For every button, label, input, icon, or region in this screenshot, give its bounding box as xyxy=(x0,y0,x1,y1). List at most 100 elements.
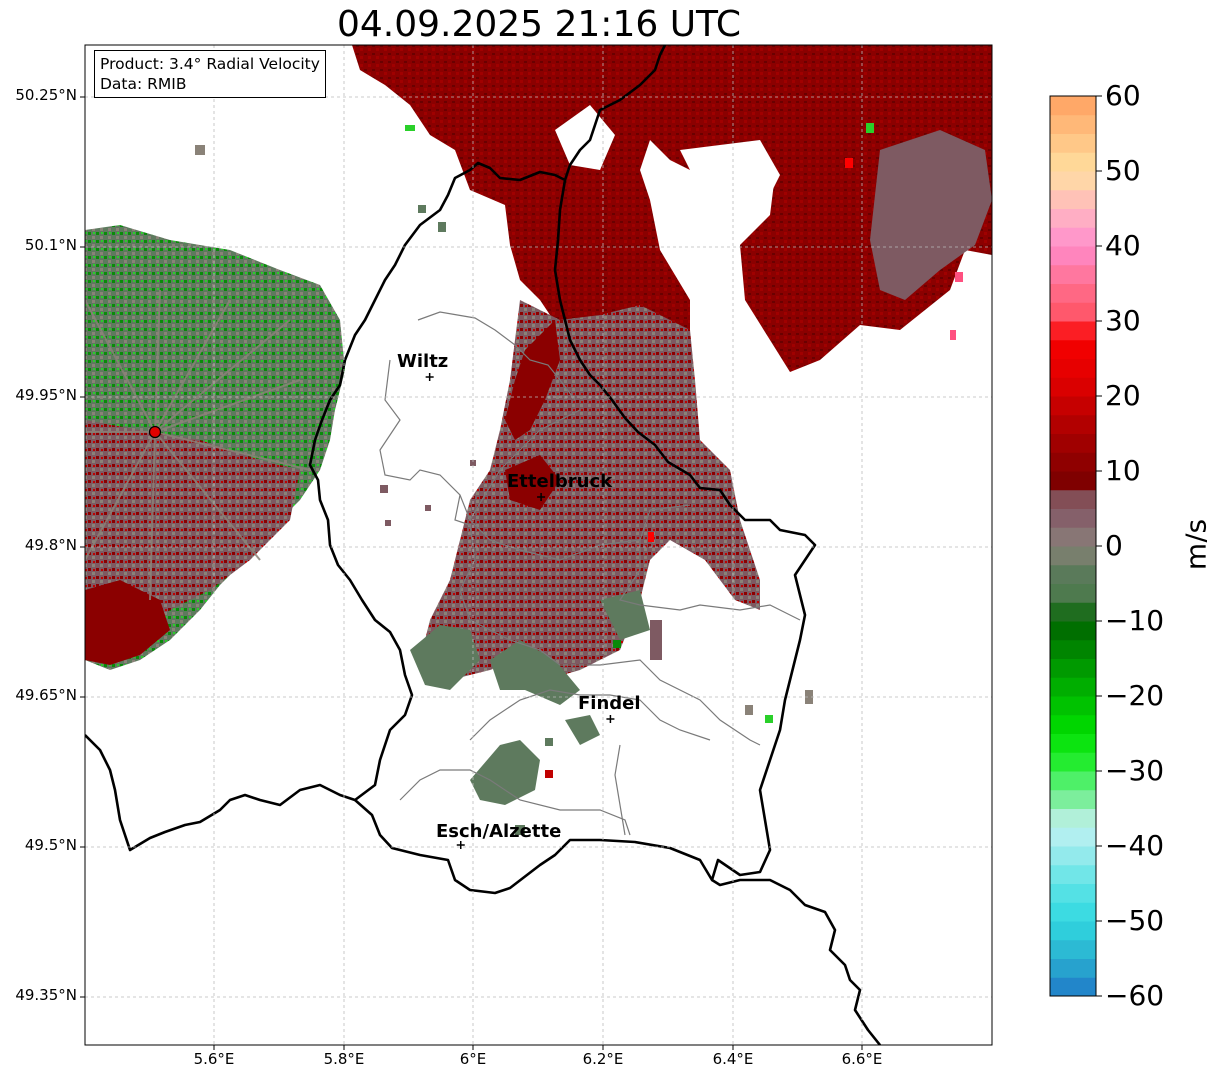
lat-tick-label: 49.35°N xyxy=(15,986,77,1004)
gridlines xyxy=(85,45,992,1045)
colorbar-segment xyxy=(1050,302,1096,322)
colorbar-tick-label: 20 xyxy=(1105,379,1141,412)
lat-tick-label: 49.5°N xyxy=(24,836,77,854)
city-label-wiltz: Wiltz xyxy=(397,351,449,372)
colorbar-segment xyxy=(1050,414,1096,434)
map-title: 04.09.2025 21:16 UTC xyxy=(336,4,742,45)
echo-northeast-weak xyxy=(870,130,992,300)
colorbar-segment xyxy=(1050,471,1096,491)
national-borders xyxy=(85,45,882,1045)
colorbar-tick-label: 30 xyxy=(1105,304,1141,337)
product-info-box: Product: 3.4° Radial Velocity Data: RMIB xyxy=(94,50,326,98)
echo-south-inbound xyxy=(410,625,480,690)
colorbar-segment xyxy=(1050,958,1096,978)
lat-tick-label: 49.8°N xyxy=(24,536,77,554)
plot-frame xyxy=(84,44,993,1046)
colorbar-tick-label: −30 xyxy=(1105,754,1165,787)
city-marker xyxy=(425,373,434,381)
city-marker xyxy=(606,715,615,723)
colorbar-segment xyxy=(1050,752,1096,772)
colorbar-ticks xyxy=(1096,95,1102,997)
colorbar-segment xyxy=(1050,189,1096,209)
colorbar-segment xyxy=(1050,827,1096,847)
colorbar-segment xyxy=(1050,621,1096,641)
city-label-ettelbruck: Ettelbruck xyxy=(507,471,613,492)
lat-tick-label: 49.95°N xyxy=(15,386,77,404)
colorbar-segment xyxy=(1050,321,1096,341)
colorbar-segment xyxy=(1050,508,1096,528)
colorbar-segment xyxy=(1050,714,1096,734)
colorbar-segment xyxy=(1050,583,1096,603)
lon-tick-label: 6.2°E xyxy=(582,1050,624,1068)
colorbar-segment xyxy=(1050,133,1096,153)
colorbar-tick-label: −20 xyxy=(1105,679,1165,712)
echo-north-outbound xyxy=(352,45,992,372)
colorbar-segment xyxy=(1050,227,1096,247)
velocity-echoes xyxy=(85,45,992,835)
colorbar-tick-label: −50 xyxy=(1105,904,1165,937)
colorbar-tick-label: 10 xyxy=(1105,454,1141,487)
colorbar-segment xyxy=(1050,152,1096,172)
colorbar-segment xyxy=(1050,639,1096,659)
echo-central-weak xyxy=(420,300,760,680)
admin-boundaries xyxy=(379,311,801,836)
colorbar-segment xyxy=(1050,339,1096,359)
colorbar-segment xyxy=(1050,171,1096,191)
colorbar-tick-label: 60 xyxy=(1105,79,1141,112)
city-marker xyxy=(456,841,465,849)
colorbar-segment xyxy=(1050,921,1096,941)
colorbar-segment xyxy=(1050,771,1096,791)
colorbar-tick-label: −40 xyxy=(1105,829,1165,862)
colorbar-segment xyxy=(1050,883,1096,903)
city-markers xyxy=(425,373,615,849)
colorbar-segment xyxy=(1050,358,1096,378)
colorbar-segment xyxy=(1050,264,1096,284)
colorbar-segment xyxy=(1050,527,1096,547)
city-marker xyxy=(537,493,546,501)
colorbar-segment xyxy=(1050,977,1096,997)
colorbar-segment xyxy=(1050,114,1096,134)
colorbar-segment xyxy=(1050,602,1096,622)
colorbar-tick-label: 40 xyxy=(1105,229,1141,262)
colorbar-segment xyxy=(1050,789,1096,809)
colorbar-tick-label: −10 xyxy=(1105,604,1165,637)
colorbar-segment xyxy=(1050,696,1096,716)
lon-tick-label: 6.4°E xyxy=(712,1050,754,1068)
lon-tick-label: 6.6°E xyxy=(841,1050,883,1068)
colorbar-segment xyxy=(1050,658,1096,678)
colorbar-segment xyxy=(1050,564,1096,584)
city-label-findel: Findel xyxy=(578,693,641,714)
colorbar-tick-label: −60 xyxy=(1105,979,1165,1012)
colorbar-segment xyxy=(1050,96,1096,116)
colorbar-segment xyxy=(1050,677,1096,697)
colorbar-segment xyxy=(1050,396,1096,416)
colorbar-segment xyxy=(1050,452,1096,472)
lat-tick-label: 50.1°N xyxy=(24,236,77,254)
data-source-label: Data: RMIB xyxy=(100,75,187,93)
colorbar xyxy=(1050,96,1096,997)
colorbar-segment xyxy=(1050,433,1096,453)
colorbar-segment xyxy=(1050,902,1096,922)
lat-tick-label: 49.65°N xyxy=(15,686,77,704)
city-label-esch-alzette: Esch/Alzette xyxy=(436,821,562,842)
colorbar-segment xyxy=(1050,939,1096,959)
colorbar-segment xyxy=(1050,283,1096,303)
product-label: Product: 3.4° Radial Velocity xyxy=(100,55,320,73)
radar-site-marker xyxy=(148,425,162,439)
lon-tick-label: 5.8°E xyxy=(323,1050,365,1068)
axis-ticks xyxy=(80,96,863,1050)
colorbar-tick-label: 0 xyxy=(1105,529,1123,562)
lat-tick-label: 50.25°N xyxy=(15,86,77,104)
colorbar-tick-label: 50 xyxy=(1105,154,1141,187)
colorbar-segment xyxy=(1050,733,1096,753)
lon-tick-label: 6°E xyxy=(459,1050,487,1068)
colorbar-segment xyxy=(1050,864,1096,884)
colorbar-segment xyxy=(1050,246,1096,266)
colorbar-segment xyxy=(1050,808,1096,828)
colorbar-segment xyxy=(1050,208,1096,228)
colorbar-unit-label: m/s xyxy=(1179,518,1207,571)
colorbar-segment xyxy=(1050,489,1096,509)
colorbar-segment xyxy=(1050,546,1096,566)
lon-tick-label: 5.6°E xyxy=(193,1050,235,1068)
